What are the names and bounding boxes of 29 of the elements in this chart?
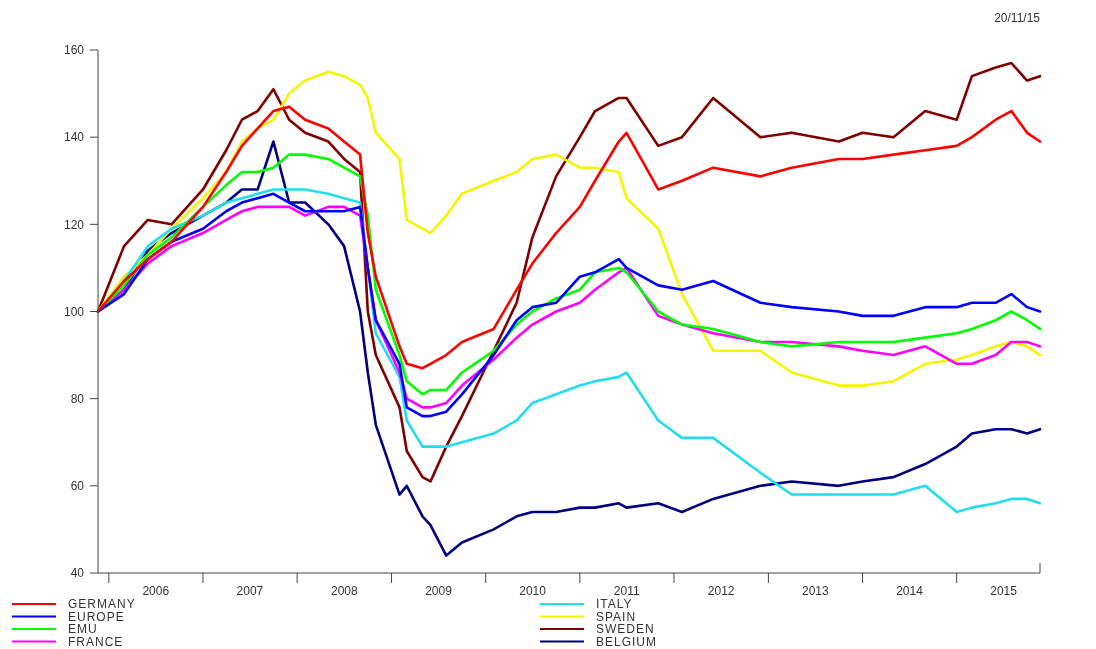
y-tick-label: 40 xyxy=(70,566,85,581)
legend-label: EUROPE xyxy=(68,609,125,624)
x-tick-label: 2014 xyxy=(896,584,924,598)
x-tick-label: 2007 xyxy=(236,584,264,598)
x-tick-label: 2009 xyxy=(425,584,453,598)
x-tick-label: 2006 xyxy=(142,584,170,598)
y-tick-label: 120 xyxy=(63,217,85,232)
legend-label: BELGIUM xyxy=(596,634,658,649)
legend-label: SPAIN xyxy=(596,609,637,624)
legend-label: ITALY xyxy=(596,597,633,612)
line-series xyxy=(96,61,1042,483)
x-tick-label: 2015 xyxy=(990,584,1018,598)
line-series xyxy=(96,105,1042,370)
legend-label: EMU xyxy=(68,622,98,637)
y-tick-label: 100 xyxy=(63,304,85,319)
x-tick-label: 2012 xyxy=(707,584,735,598)
x-tick-label: 2010 xyxy=(519,584,547,598)
legend-label: GERMANY xyxy=(68,597,136,612)
x-tick-label: 2011 xyxy=(613,584,640,598)
y-tick-label: 140 xyxy=(63,130,85,145)
y-tick-label: 60 xyxy=(70,479,85,494)
y-tick-label: 160 xyxy=(63,43,85,58)
legend-label: FRANCE xyxy=(68,634,124,649)
line-series xyxy=(96,70,1042,387)
text: 20/11/15 xyxy=(994,11,1041,25)
x-tick-label: 2008 xyxy=(330,584,358,598)
legend-label: SWEDEN xyxy=(596,622,655,637)
y-tick-label: 80 xyxy=(70,391,85,406)
x-tick-label: 2013 xyxy=(801,584,829,598)
